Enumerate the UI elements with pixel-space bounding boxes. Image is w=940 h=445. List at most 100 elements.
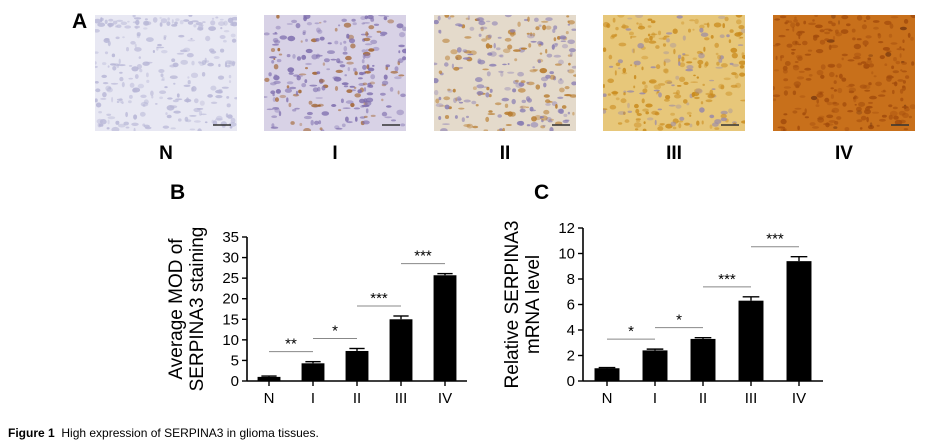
cell-nucleus: [625, 28, 632, 31]
cell-nucleus: [104, 38, 110, 41]
cell-nucleus: [455, 23, 462, 27]
cell-nucleus: [317, 29, 323, 34]
significance-marker: *: [676, 312, 682, 329]
cell-nucleus: [567, 69, 575, 74]
cell-nucleus: [892, 106, 898, 110]
cell-nucleus: [868, 54, 873, 57]
cell-nucleus: [400, 93, 406, 98]
cell-nucleus: [678, 61, 681, 66]
cell-nucleus: [270, 48, 276, 52]
cell-nucleus: [856, 38, 862, 41]
cell-nucleus: [626, 90, 635, 93]
cell-nucleus: [143, 20, 150, 26]
cell-nucleus: [176, 93, 180, 98]
cell-nucleus: [97, 123, 102, 128]
cell-nucleus: [717, 54, 722, 60]
cell-nucleus: [363, 115, 368, 118]
cell-nucleus: [689, 123, 693, 128]
cell-nucleus: [270, 126, 279, 129]
cell-nucleus: [223, 39, 227, 43]
cell-nucleus: [728, 39, 732, 44]
cell-nucleus: [200, 113, 207, 116]
cell-nucleus: [684, 122, 690, 126]
cell-nucleus: [115, 25, 118, 28]
cell-nucleus: [623, 111, 626, 115]
cell-nucleus: [861, 24, 867, 30]
cell-nucleus: [854, 52, 862, 57]
cell-nucleus: [383, 74, 388, 80]
cell-nucleus: [368, 48, 375, 52]
cell-nucleus: [672, 126, 677, 130]
cell-nucleus: [607, 78, 614, 84]
cell-nucleus: [383, 16, 388, 21]
cell-nucleus: [322, 62, 326, 66]
cell-nucleus: [549, 71, 554, 75]
cell-nucleus: [434, 19, 439, 25]
cell-nucleus: [348, 38, 356, 44]
cell-nucleus: [338, 24, 341, 27]
cell-nucleus: [439, 105, 446, 107]
cell-nucleus: [559, 87, 565, 93]
cell-nucleus: [856, 110, 863, 115]
cell-nucleus: [310, 119, 314, 126]
cell-nucleus: [641, 98, 645, 104]
cell-nucleus: [662, 43, 667, 47]
cell-nucleus: [296, 74, 303, 78]
cell-nucleus: [464, 36, 472, 39]
cell-nucleus: [120, 21, 128, 26]
cell-nucleus: [630, 36, 633, 39]
cell-nucleus: [833, 80, 837, 84]
cell-nucleus: [539, 116, 545, 118]
cell-nucleus: [884, 63, 888, 66]
cell-nucleus: [709, 114, 715, 119]
cell-nucleus: [152, 50, 155, 53]
cell-nucleus: [618, 42, 627, 47]
cell-nucleus: [675, 104, 682, 109]
cell-nucleus: [497, 114, 502, 118]
cell-nucleus: [207, 62, 214, 67]
cell-nucleus: [869, 122, 873, 128]
x-tick-label: I: [311, 390, 315, 407]
cell-nucleus: [136, 32, 141, 37]
micrograph-iii: [603, 15, 745, 131]
cell-nucleus: [622, 23, 626, 29]
cell-nucleus: [658, 124, 664, 127]
cell-nucleus: [119, 71, 123, 74]
cell-nucleus: [272, 97, 277, 102]
y-tick-label: 15: [222, 311, 239, 328]
cell-nucleus: [611, 34, 616, 38]
cell-nucleus: [131, 122, 139, 127]
cell-nucleus: [292, 108, 297, 112]
cell-nucleus: [305, 38, 308, 42]
cell-nucleus: [102, 62, 107, 66]
cell-nucleus: [378, 15, 386, 17]
x-tick-label: II: [353, 390, 361, 407]
cell-nucleus: [159, 16, 162, 20]
cell-nucleus: [563, 94, 572, 97]
cell-nucleus: [447, 16, 451, 20]
cell-nucleus: [306, 22, 312, 26]
cell-nucleus: [528, 43, 532, 48]
cell-nucleus: [119, 76, 124, 82]
cell-nucleus: [883, 89, 886, 93]
cell-nucleus: [477, 58, 482, 64]
cell-nucleus: [609, 104, 617, 110]
cell-nucleus: [689, 19, 695, 22]
cell-nucleus: [160, 73, 164, 78]
cell-nucleus: [557, 78, 564, 85]
cell-nucleus: [290, 121, 295, 125]
cell-nucleus: [121, 101, 124, 104]
stage-label-iii: III: [666, 143, 682, 164]
cell-nucleus: [831, 15, 836, 19]
cell-nucleus: [886, 75, 894, 79]
cell-nucleus: [140, 94, 147, 99]
cell-nucleus: [171, 24, 178, 27]
cell-nucleus: [624, 119, 630, 123]
cell-nucleus: [692, 57, 697, 60]
cell-nucleus: [513, 49, 521, 52]
cell-nucleus: [173, 110, 181, 114]
cell-nucleus: [545, 25, 552, 30]
cell-nucleus: [166, 114, 172, 119]
cell-nucleus: [700, 32, 709, 37]
significance-marker: ***: [414, 248, 432, 265]
